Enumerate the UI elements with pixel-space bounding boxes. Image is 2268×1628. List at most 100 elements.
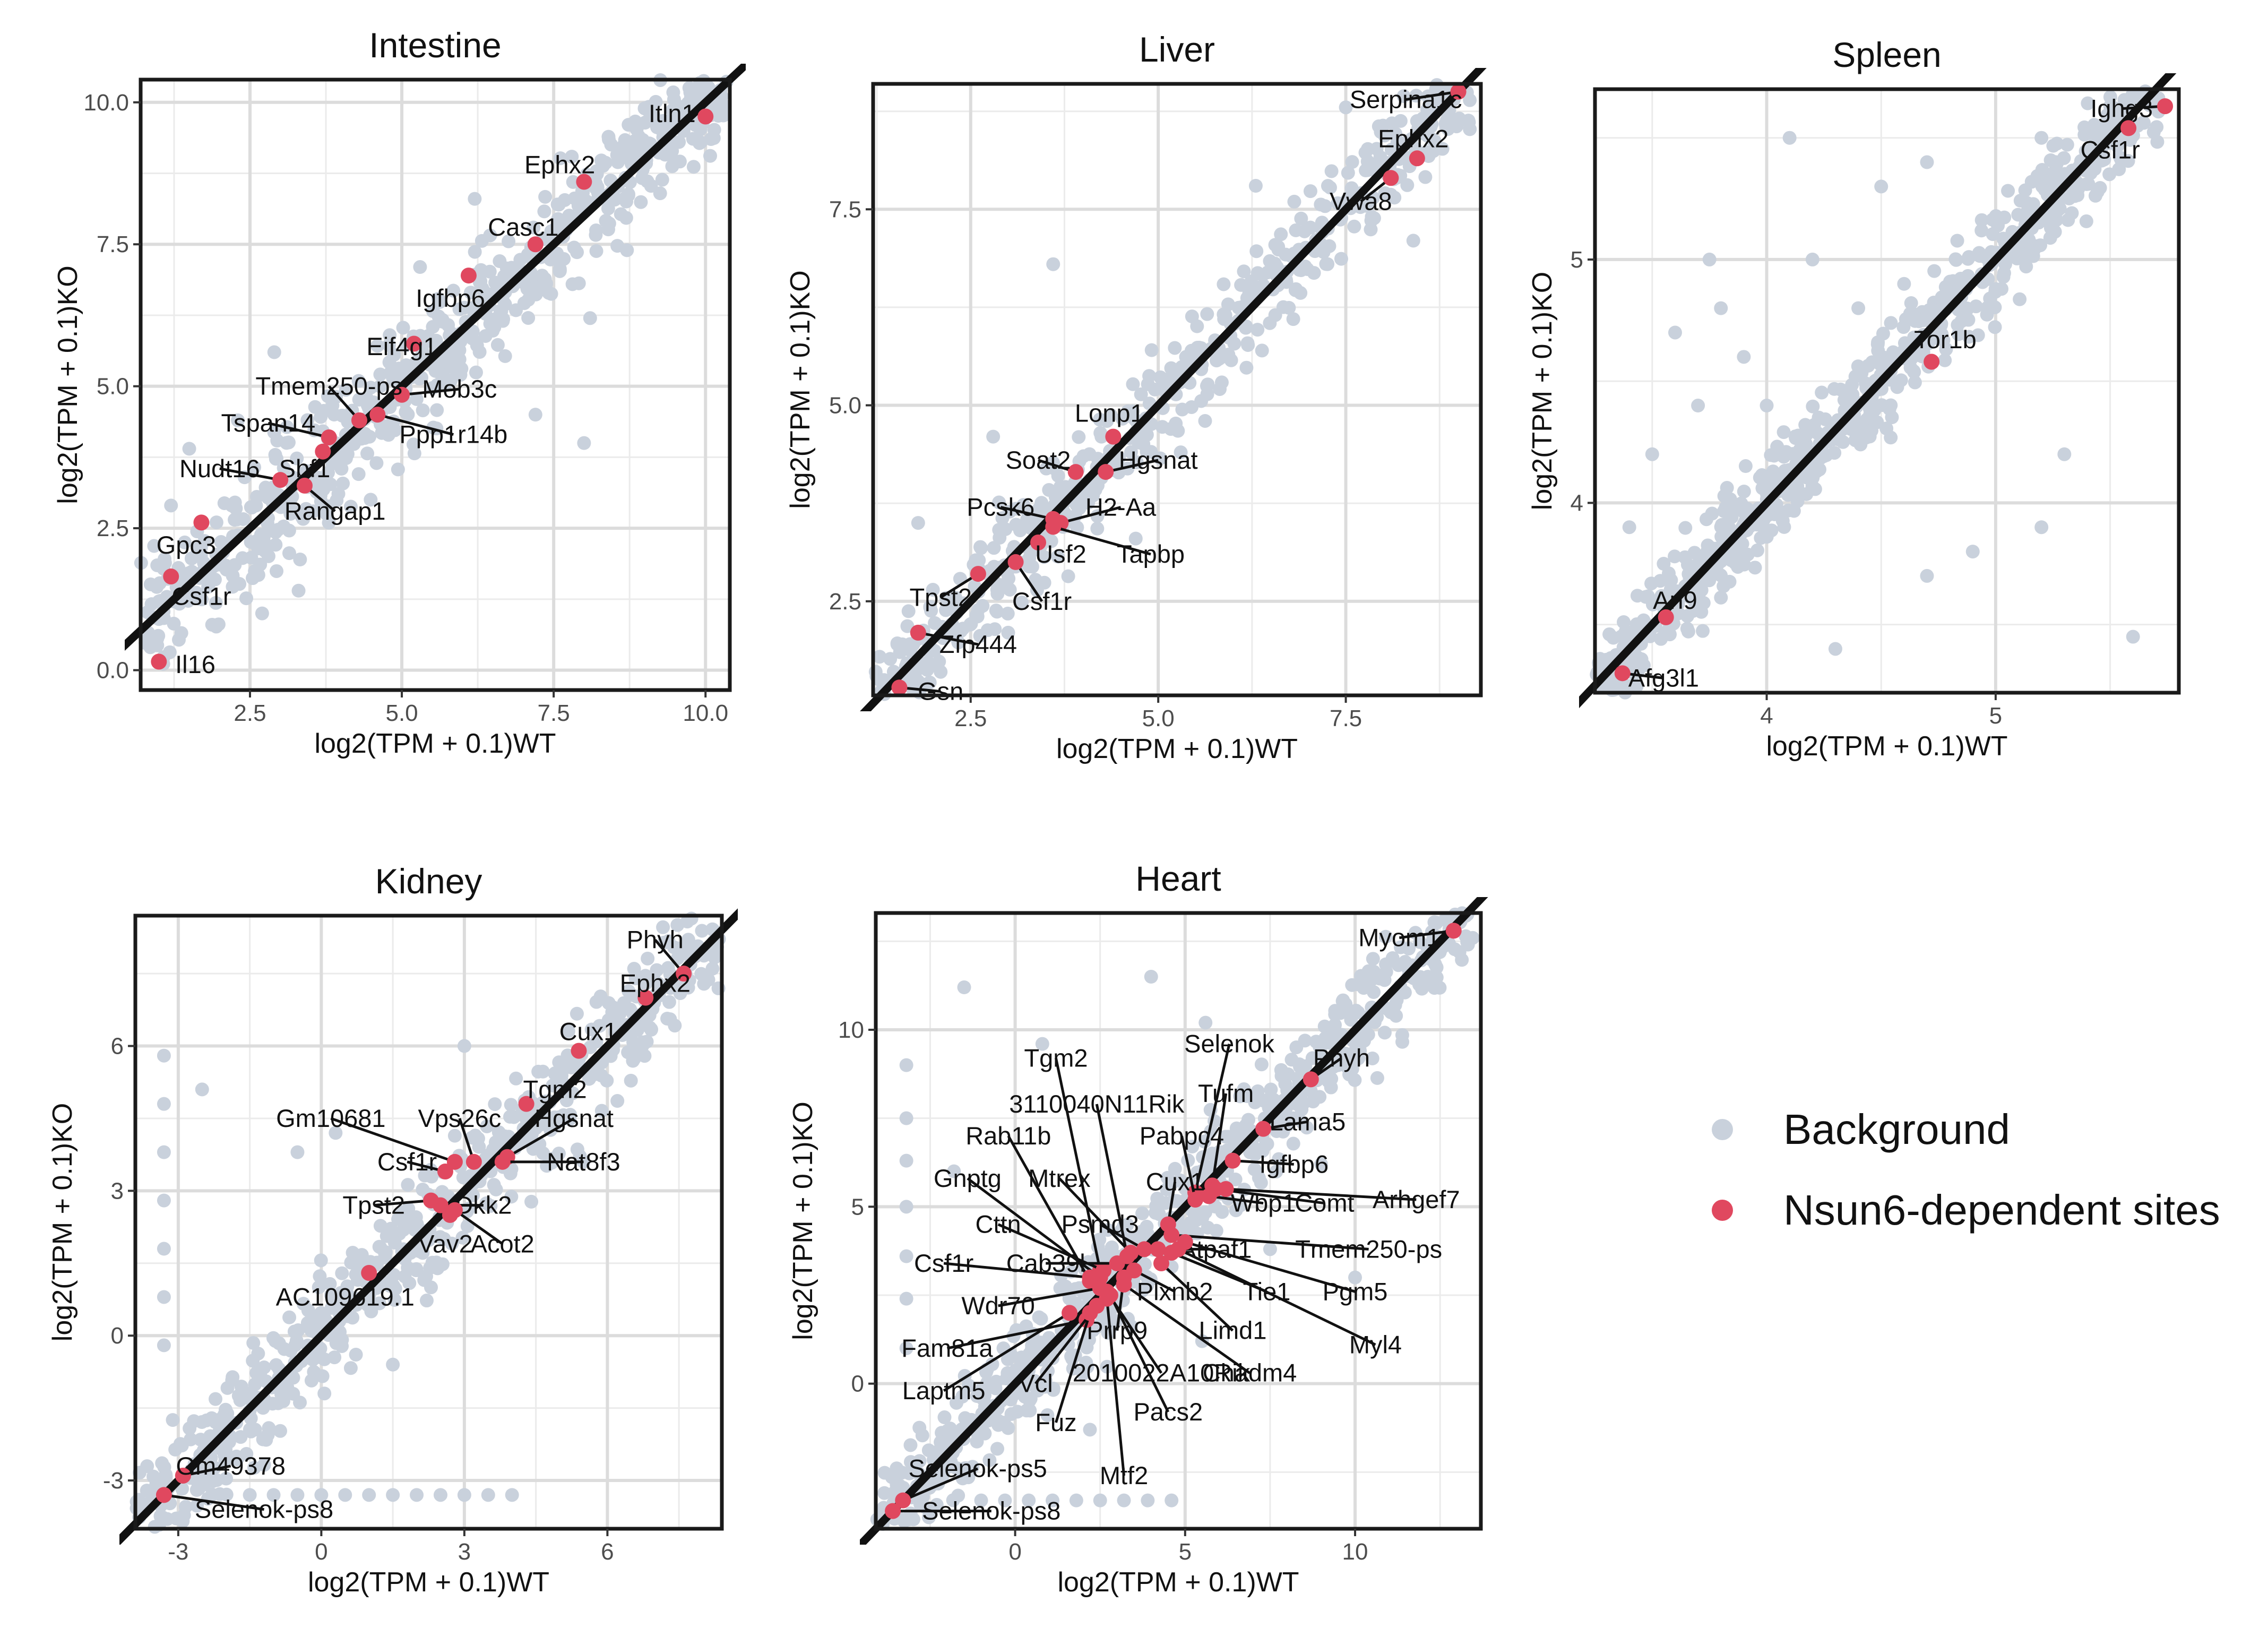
gene-label: Nat8f3 <box>547 1148 620 1176</box>
background-point <box>313 1269 327 1284</box>
x-tick-label: 0 <box>1008 1539 1021 1565</box>
background-point <box>680 915 694 929</box>
background-point <box>2083 166 2098 180</box>
background-point <box>321 389 335 403</box>
background-point <box>1804 463 1818 477</box>
background-point <box>195 1082 209 1097</box>
background-point <box>1932 332 1946 346</box>
label-leader <box>1226 1187 1417 1201</box>
y-tick-label: -3 <box>103 1468 124 1494</box>
background-point <box>617 996 631 1010</box>
background-point <box>1221 297 1235 312</box>
background-point <box>1846 387 1860 402</box>
background-point <box>1200 307 1214 321</box>
background-point <box>913 1497 927 1511</box>
background-point <box>1737 350 1751 364</box>
gene-label: Myl4 <box>1349 1330 1402 1358</box>
background-point <box>1334 252 1348 266</box>
background-point <box>602 216 616 230</box>
background-point <box>1429 916 1444 930</box>
background-point <box>2042 213 2057 227</box>
panel-title: Heart <box>1135 859 1221 898</box>
background-point <box>314 1253 328 1268</box>
background-point <box>282 546 296 561</box>
background-point <box>306 504 321 519</box>
background-point <box>401 407 415 421</box>
background-point <box>1100 414 1114 428</box>
background-point <box>693 122 708 136</box>
label-leader <box>943 1262 1090 1279</box>
panel-border <box>139 77 732 692</box>
label-leader <box>1106 1298 1126 1476</box>
background-point <box>1179 350 1193 364</box>
background-point <box>407 446 421 461</box>
background-point <box>1851 301 1866 315</box>
background-point <box>338 1488 352 1502</box>
legend-label-background: Background <box>1783 1106 2010 1153</box>
background-point <box>610 148 624 162</box>
x-tick-label: -3 <box>168 1539 188 1565</box>
gene-label: Vcl <box>1018 1369 1053 1398</box>
background-point <box>993 530 1007 545</box>
background-point <box>1894 373 1908 387</box>
background-point <box>1165 1493 1179 1508</box>
background-point <box>1714 590 1728 605</box>
background-point <box>1359 163 1373 178</box>
background-point <box>1415 981 1429 996</box>
background-point <box>632 129 646 143</box>
y-tick-label: 3 <box>111 1178 124 1204</box>
gene-label: Csf1r <box>1012 587 1072 615</box>
background-point <box>1305 1051 1320 1065</box>
nsun6-point <box>1450 83 1467 100</box>
gene-label: Laptm5 <box>902 1376 986 1405</box>
background-point <box>2057 447 2072 461</box>
background-point <box>175 1439 189 1453</box>
background-point <box>169 1511 184 1526</box>
background-point <box>939 591 953 605</box>
background-point <box>231 413 245 427</box>
background-point <box>1324 164 1339 178</box>
background-point <box>962 1379 976 1393</box>
gene-label: Zfp444 <box>939 630 1017 658</box>
x-axis-title: log2(TPM + 0.1)WT <box>1057 1567 1299 1598</box>
background-point <box>635 1035 650 1049</box>
background-point <box>1249 244 1264 259</box>
background-point <box>373 1240 387 1254</box>
background-point <box>482 264 497 279</box>
background-point <box>899 1200 913 1214</box>
background-point <box>1848 369 1862 384</box>
background-point <box>565 150 579 164</box>
background-point <box>570 1006 584 1021</box>
background-point <box>1395 1028 1409 1042</box>
background-point <box>1874 179 1888 194</box>
background-point <box>883 652 898 666</box>
x-tick-label: 3 <box>458 1539 471 1565</box>
background-point <box>900 619 915 633</box>
label-leader <box>1055 1312 1091 1423</box>
background-point <box>1126 377 1140 391</box>
background-point <box>982 1453 997 1467</box>
nsun6-point <box>406 335 422 352</box>
background-point <box>661 934 676 948</box>
background-point <box>946 1493 960 1508</box>
nsun6-point <box>527 236 544 253</box>
background-point <box>1767 449 1781 463</box>
nsun6-point <box>1614 665 1631 682</box>
background-point <box>538 189 553 204</box>
background-point <box>290 505 304 519</box>
background-point <box>655 173 669 187</box>
background-point <box>2093 180 2107 195</box>
background-point <box>1377 1026 1392 1040</box>
gene-label: Tpst2 <box>342 1191 405 1219</box>
x-tick-label: 5 <box>1989 703 2002 729</box>
background-point <box>644 179 658 193</box>
background-point <box>1248 179 1263 193</box>
background-point <box>1003 582 1017 597</box>
background-point <box>589 228 603 242</box>
background-point <box>424 1280 438 1295</box>
background-point <box>1306 1095 1320 1109</box>
background-point <box>1237 264 1251 279</box>
background-point <box>291 1323 305 1338</box>
background-point <box>1198 1205 1212 1219</box>
background-point <box>553 151 567 166</box>
